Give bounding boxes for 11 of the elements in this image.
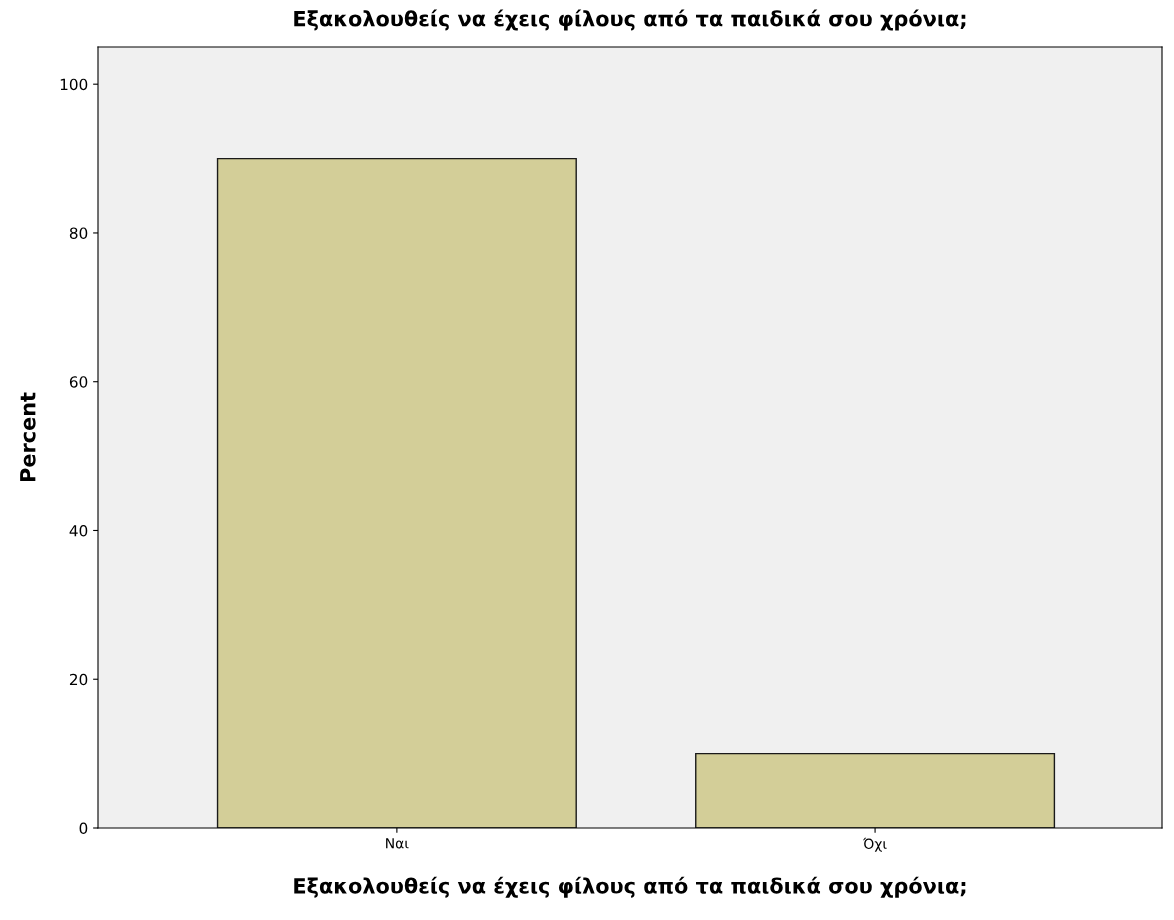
x-tick-label: Όχι	[862, 837, 887, 852]
x-axis-title: Εξακολουθείς να έχεις φίλους από τα παιδικά σου χρόνια;	[294, 876, 966, 898]
x-tick-label: Ναι	[386, 838, 409, 849]
y-tick-label: 80	[69, 227, 88, 239]
y-tick-label: 100	[60, 78, 88, 91]
y-tick-label: 20	[69, 673, 88, 686]
y-tick-label: 0	[79, 822, 88, 835]
y-tick-label: 40	[69, 524, 88, 537]
y-axis-title: Percent	[20, 392, 36, 482]
chart-title: Εξακολουθείς να έχεις φίλους από τα παιδικά σου χρόνια;	[294, 9, 966, 31]
y-tick-label: 60	[69, 376, 88, 388]
